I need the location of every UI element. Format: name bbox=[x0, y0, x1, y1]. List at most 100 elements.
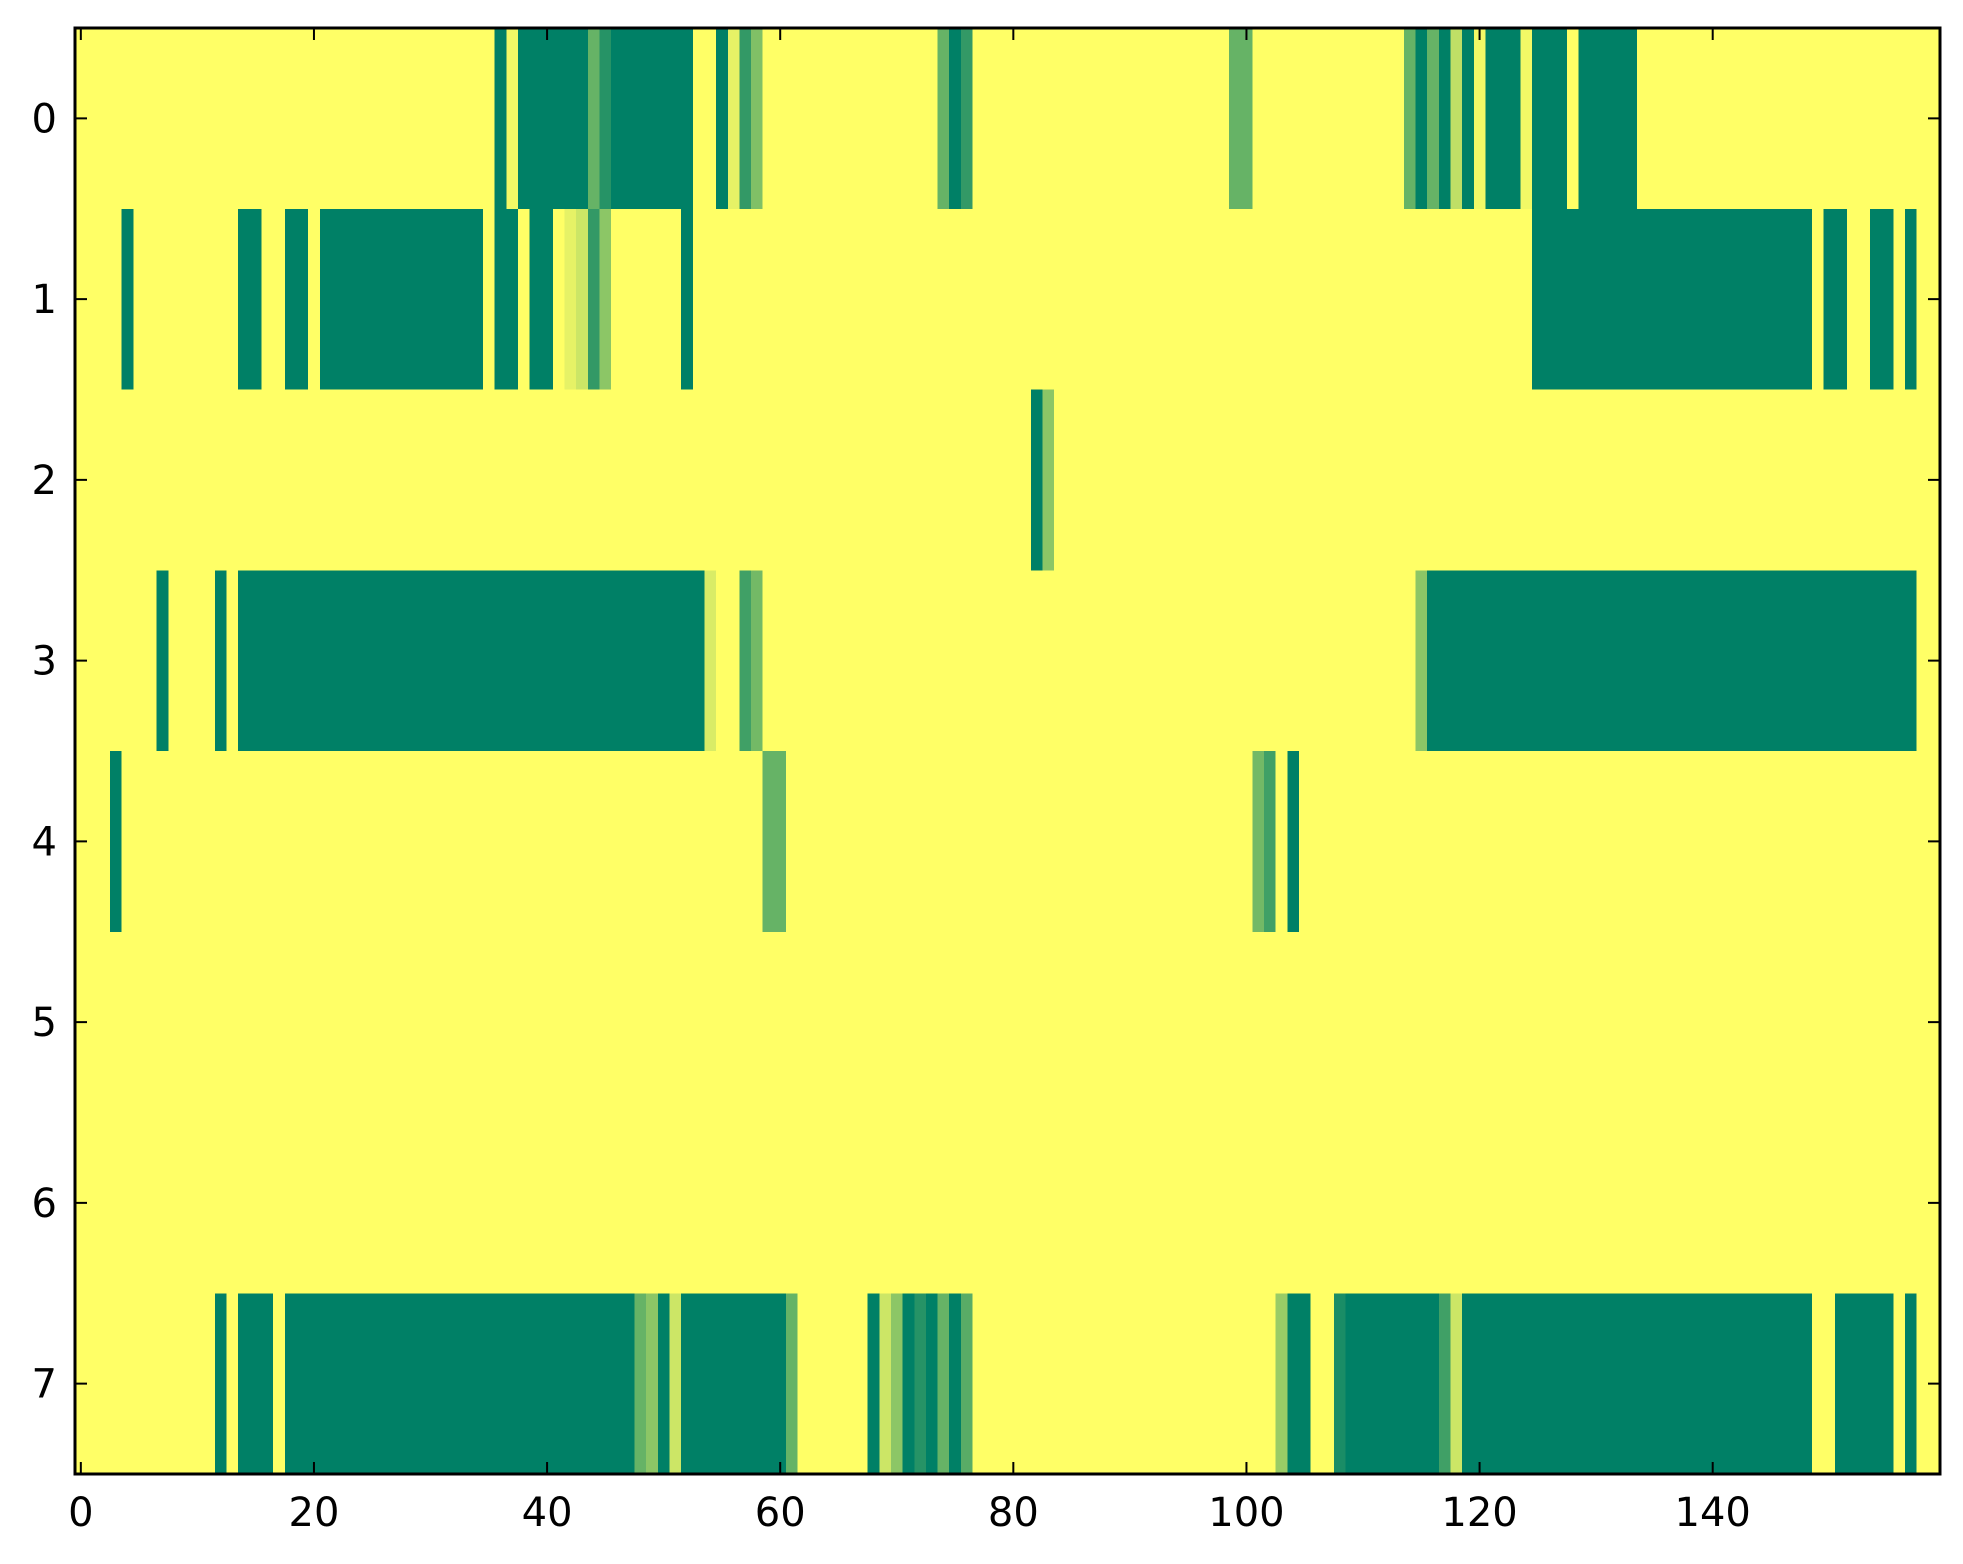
heatmap-cell bbox=[238, 570, 705, 751]
y-tick-label: 7 bbox=[32, 1362, 57, 1408]
heatmap-cell bbox=[1030, 389, 1043, 571]
heatmap-cell bbox=[704, 570, 717, 751]
heatmap-cell bbox=[1450, 28, 1463, 209]
heatmap-cell bbox=[494, 208, 518, 390]
heatmap-cell bbox=[890, 1293, 903, 1474]
heatmap-cells bbox=[109, 28, 1917, 1474]
heatmap-cell bbox=[902, 1293, 915, 1474]
heatmap-cell bbox=[1263, 751, 1276, 932]
heatmap-cell bbox=[1042, 389, 1055, 571]
y-axis-tick-labels: 0 1 2 3 4 5 6 7 bbox=[32, 96, 57, 1407]
heatmap-cell bbox=[727, 28, 740, 209]
x-tick-label: 20 bbox=[289, 1490, 340, 1536]
heatmap-cell bbox=[587, 208, 600, 390]
heatmap-cell bbox=[1905, 208, 1917, 390]
heatmap-cell bbox=[1427, 28, 1439, 209]
heatmap-cell bbox=[1485, 28, 1498, 209]
x-tick-label: 0 bbox=[68, 1490, 93, 1536]
heatmap-cell bbox=[238, 208, 262, 390]
heatmap-cell bbox=[238, 1293, 274, 1474]
heatmap-cell bbox=[1228, 28, 1253, 209]
x-axis-tick-labels: 0 20 40 60 80 100 120 140 bbox=[68, 1490, 1751, 1536]
heatmap-cell bbox=[751, 28, 763, 209]
heatmap-cell bbox=[1333, 1293, 1346, 1474]
heatmap-cell bbox=[762, 751, 787, 932]
heatmap-cell bbox=[867, 1293, 880, 1474]
heatmap-cell bbox=[599, 28, 612, 209]
heatmap-cell bbox=[1532, 28, 1567, 209]
x-tick-label: 40 bbox=[522, 1490, 573, 1536]
heatmap-cell bbox=[1532, 208, 1731, 390]
heatmap-cell bbox=[669, 1293, 682, 1474]
y-tick-label: 2 bbox=[32, 458, 57, 504]
heatmap-cell bbox=[319, 208, 483, 390]
heatmap-cell bbox=[739, 28, 752, 209]
x-tick-label: 140 bbox=[1675, 1490, 1751, 1536]
heatmap-cell bbox=[156, 570, 169, 751]
y-tick-label: 6 bbox=[32, 1181, 57, 1227]
heatmap-cell bbox=[960, 28, 973, 209]
heatmap-cell bbox=[1438, 28, 1451, 209]
heatmap-cell bbox=[1287, 1293, 1311, 1474]
heatmap-cell bbox=[1520, 28, 1533, 209]
heatmap-cell bbox=[716, 28, 728, 209]
heatmap-cell bbox=[657, 1293, 670, 1474]
heatmap-cell bbox=[121, 208, 134, 390]
heatmap-cell bbox=[284, 1293, 635, 1474]
y-tick-label: 1 bbox=[32, 277, 57, 323]
heatmap-cell bbox=[925, 1293, 938, 1474]
heatmap-cell bbox=[1473, 28, 1486, 209]
heatmap-cell bbox=[937, 28, 950, 209]
y-tick-label: 0 bbox=[32, 96, 57, 142]
heatmap-cell bbox=[587, 28, 600, 209]
heatmap-cell bbox=[1403, 28, 1416, 209]
x-tick-label: 120 bbox=[1441, 1490, 1517, 1536]
heatmap-cell bbox=[214, 1293, 227, 1474]
heatmap-cell bbox=[914, 1293, 926, 1474]
x-tick-label: 80 bbox=[988, 1490, 1039, 1536]
heatmap-cell bbox=[634, 1293, 647, 1474]
heatmap-cell bbox=[284, 208, 309, 390]
heatmap-cell bbox=[949, 1293, 961, 1474]
heatmap-cell bbox=[529, 208, 553, 390]
heatmap-cell bbox=[1252, 751, 1264, 932]
heatmap-cell bbox=[1870, 208, 1894, 390]
heatmap-cell bbox=[1462, 28, 1474, 209]
heatmap-cell bbox=[1427, 570, 1917, 751]
heatmap-cell bbox=[1497, 28, 1521, 209]
y-tick-label: 3 bbox=[32, 639, 57, 685]
heatmap-cell bbox=[1450, 1293, 1463, 1474]
heatmap-cell bbox=[1438, 1293, 1451, 1474]
heatmap-cell bbox=[1415, 28, 1428, 209]
x-tick-label: 60 bbox=[755, 1490, 806, 1536]
heatmap-cell bbox=[646, 1293, 658, 1474]
heatmap-cell bbox=[960, 1293, 973, 1474]
heatmap-cell bbox=[1730, 208, 1812, 390]
heatmap-cell bbox=[1835, 1293, 1894, 1474]
heatmap-cell bbox=[739, 570, 752, 751]
heatmap-cell bbox=[517, 28, 588, 209]
heatmap-cell bbox=[1578, 28, 1637, 209]
heatmap-cell bbox=[599, 208, 612, 390]
heatmap-cell bbox=[949, 28, 961, 209]
heatmap-cell bbox=[1823, 208, 1847, 390]
y-tick-label: 5 bbox=[32, 1000, 57, 1046]
heatmap-cell bbox=[214, 570, 227, 751]
heatmap-cell bbox=[1345, 1293, 1439, 1474]
heatmap-cell bbox=[1462, 1293, 1812, 1474]
heatmap-cell bbox=[1275, 1293, 1288, 1474]
plot-frame bbox=[73, 26, 1942, 1476]
y-tick-label: 4 bbox=[32, 819, 57, 865]
heatmap-cell bbox=[1287, 751, 1299, 932]
x-tick-label: 100 bbox=[1208, 1490, 1284, 1536]
axis-ticks bbox=[75, 28, 1940, 1474]
heatmap-cell bbox=[1415, 570, 1428, 751]
heatmap-cell bbox=[564, 208, 577, 390]
heatmap-cell bbox=[576, 208, 588, 390]
heatmap-cell bbox=[937, 1293, 950, 1474]
heatmap-cell bbox=[506, 28, 518, 209]
heatmap-cell bbox=[879, 1293, 891, 1474]
heatmap-cell bbox=[494, 28, 507, 209]
heatmap-cell bbox=[681, 1293, 787, 1474]
